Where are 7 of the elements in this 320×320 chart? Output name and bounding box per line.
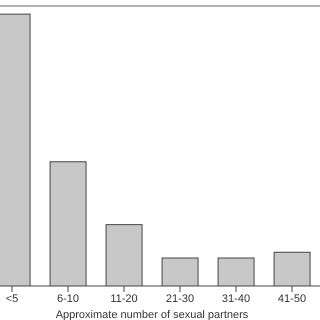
- x-tick-label: 6-10: [56, 292, 80, 305]
- x-axis-title: Approximate number of sexual partners: [56, 309, 249, 320]
- x-tick-label: <5: [6, 292, 18, 305]
- x-tick-label: 41-50: [278, 292, 306, 305]
- x-tick-label: 11-20: [110, 292, 138, 305]
- x-tick-label: 21-30: [166, 292, 194, 305]
- x-tick-label: 31-40: [222, 292, 250, 305]
